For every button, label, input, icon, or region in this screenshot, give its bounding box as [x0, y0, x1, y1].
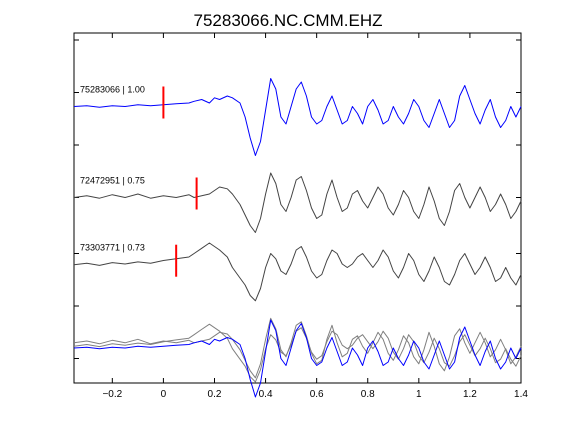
overlay-trace-2 [73, 319, 522, 398]
x-tick-label-0: −0.2 [102, 389, 122, 400]
x-tick-label-2: 0.2 [208, 389, 222, 400]
trace-label-1: 72472951 | 0.75 [80, 176, 145, 186]
x-tick-label-5: 0.8 [361, 389, 375, 400]
x-tick-label-6: 1 [416, 389, 422, 400]
trace-label-0: 75283066 | 1.00 [80, 85, 145, 95]
trace-line-0 [73, 78, 522, 156]
x-tick-label-7: 1.2 [463, 389, 477, 400]
x-tick-label-3: 0.4 [259, 389, 273, 400]
overlay-trace-0 [73, 317, 522, 379]
trace-group: 75283066 | 1.00 72472951 | 0.75 73303771 |… [73, 78, 522, 398]
plot-frame [73, 32, 522, 384]
x-tick-label-8: 1.4 [514, 389, 528, 400]
chart-title: 75283066.NC.CMM.EHZ [194, 11, 383, 30]
trace-label-2: 73303771 | 0.73 [80, 243, 145, 253]
trace-line-1 [73, 172, 522, 233]
overlay-trace-1 [73, 323, 522, 383]
x-tick-label-1: 0 [161, 389, 167, 400]
trace-line-2 [73, 242, 522, 302]
x-axis: −0.2 0 0.2 0.4 0.6 0.8 1 1.2 1.4 [102, 33, 528, 400]
y-axis-ticks [74, 39, 521, 359]
x-tick-label-4: 0.6 [310, 389, 324, 400]
